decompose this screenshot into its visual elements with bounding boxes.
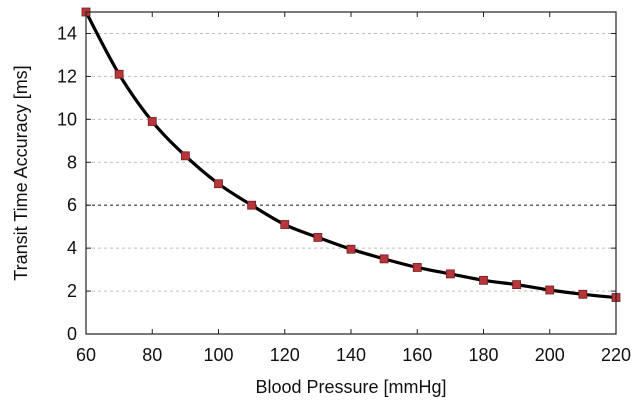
data-point-marker [147,117,157,126]
data-point-marker [578,289,588,299]
data-point-marker [280,220,290,229]
data-point-marker [379,254,389,264]
series-line [84,10,618,300]
data-point-marker [247,200,257,210]
data-point-marker [114,69,124,79]
data-point-marker [214,179,223,189]
data-point-marker [479,275,488,285]
y-tick-label: 2 [67,281,77,301]
data-point-marker [445,269,455,279]
tick-labels: 0 2 4 6 8 10 12 14 60 80 100 120 140 160 180 200 220 [57,23,631,365]
data-point-marker [512,280,522,290]
x-tick-label: 60 [76,345,96,365]
y-tick-label: 14 [57,23,77,43]
y-axis-title: Transit Time Accuracy [ms] [11,65,31,280]
x-tick-label: 100 [203,345,233,365]
x-tick-label: 180 [468,345,498,365]
y-tick-label: 8 [67,152,77,172]
tick-marks [85,12,617,335]
data-point-marker [346,244,356,254]
data-point-marker [412,263,422,272]
y-tick-label: 10 [57,109,77,129]
data-point-marker [313,232,323,242]
data-point-marker [180,151,190,161]
y-tick-label: 4 [67,238,77,258]
x-tick-label: 80 [142,345,162,365]
x-tick-label: 120 [270,345,300,365]
x-axis-title: Blood Pressure [mmHg] [255,377,446,397]
x-tick-label: 220 [601,345,631,365]
plot-area [85,11,617,335]
x-tick-label: 140 [336,345,366,365]
x-tick-label: 200 [535,345,565,365]
data-point-marker [545,285,555,295]
x-tick-label: 160 [402,345,432,365]
y-tick-label: 0 [67,324,77,344]
y-tick-label: 6 [67,195,77,215]
y-tick-label: 12 [57,66,77,86]
series-layer [81,7,621,302]
